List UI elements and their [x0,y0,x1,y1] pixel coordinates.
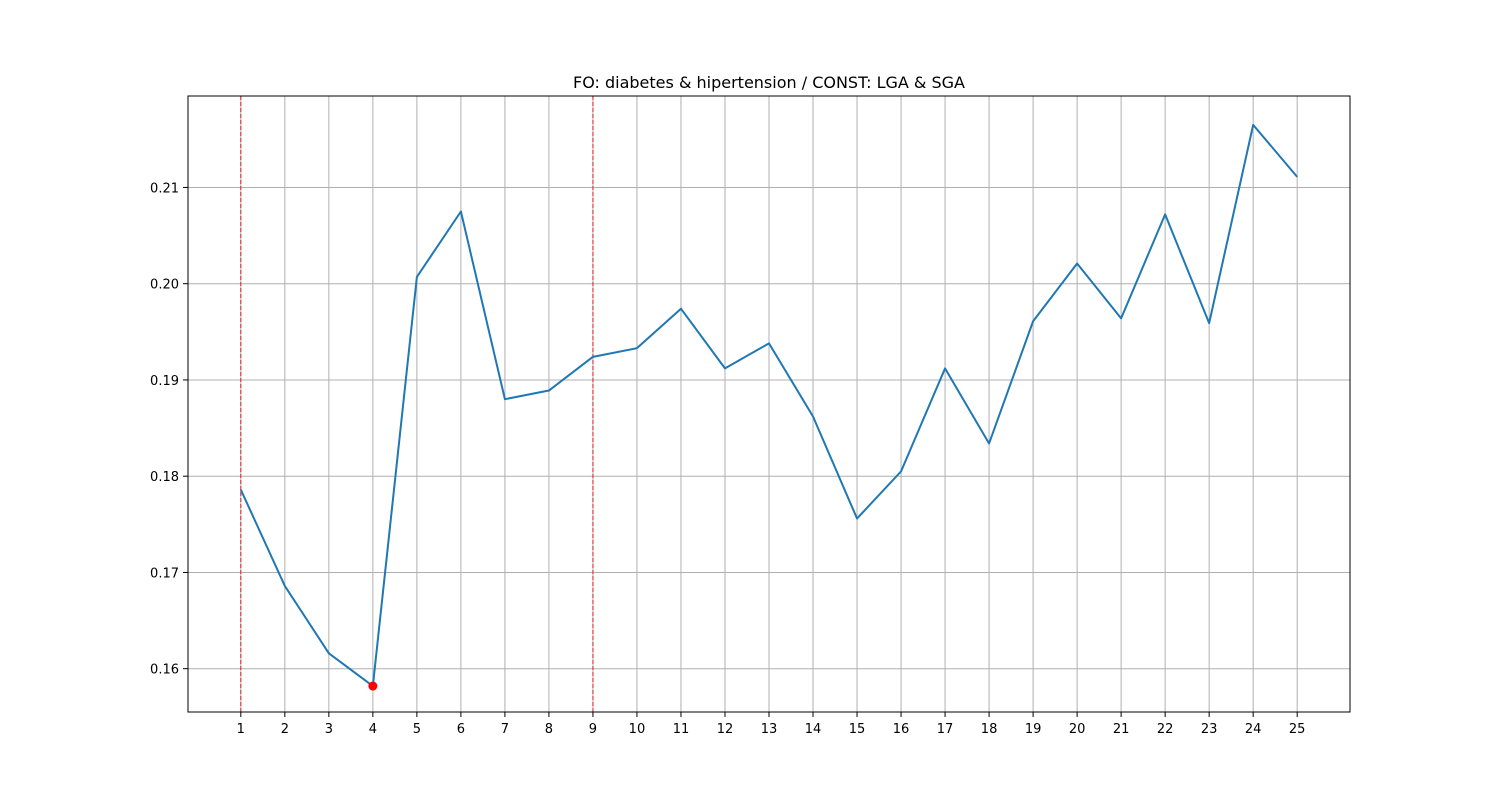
series-line [239,123,1298,688]
minimum-point-marker [368,681,378,691]
highlight-markers [368,681,378,691]
x-tick-label: 2 [281,722,289,737]
x-tick-label: 16 [893,722,910,737]
y-axis-ticks: 0.16 0.17 0.18 0.19 0.20 0.21 [150,181,188,678]
y-tick-label: 0.20 [150,278,179,293]
x-tick-label: 14 [805,722,822,737]
x-tick-label: 25 [1289,722,1306,737]
x-tick-label: 7 [501,722,509,737]
x-tick-label: 18 [981,722,998,737]
x-tick-label: 1 [237,722,245,737]
x-axis-ticks: 1 2 3 4 5 6 7 8 9 10 11 12 13 14 15 16 17 18 19 20 21 22 23 24 2… [237,712,1306,737]
x-tick-label: 11 [673,722,690,737]
x-tick-label: 6 [457,722,465,737]
grid [188,96,1350,712]
x-tick-label: 22 [1157,722,1174,737]
y-tick-label: 0.16 [150,663,179,678]
x-tick-label: 17 [937,722,954,737]
x-tick-label: 9 [589,722,597,737]
x-tick-label: 23 [1201,722,1218,737]
x-tick-label: 12 [717,722,734,737]
y-tick-label: 0.19 [150,374,179,389]
reference-lines [240,96,594,712]
y-tick-label: 0.18 [150,470,179,485]
x-tick-label: 21 [1113,722,1130,737]
x-tick-label: 10 [629,722,646,737]
chart-title: FO: diabetes & hipertension / CONST: LGA… [573,73,965,92]
series-group [239,123,1298,688]
x-tick-label: 5 [413,722,421,737]
x-tick-label: 4 [369,722,377,737]
x-tick-label: 8 [545,722,553,737]
x-tick-label: 3 [325,722,333,737]
y-tick-label: 0.17 [150,566,179,581]
x-tick-label: 13 [761,722,778,737]
x-tick-label: 15 [849,722,866,737]
x-tick-label: 20 [1069,722,1086,737]
x-tick-label: 19 [1025,722,1042,737]
x-tick-label: 24 [1245,722,1262,737]
y-tick-label: 0.21 [150,181,179,196]
